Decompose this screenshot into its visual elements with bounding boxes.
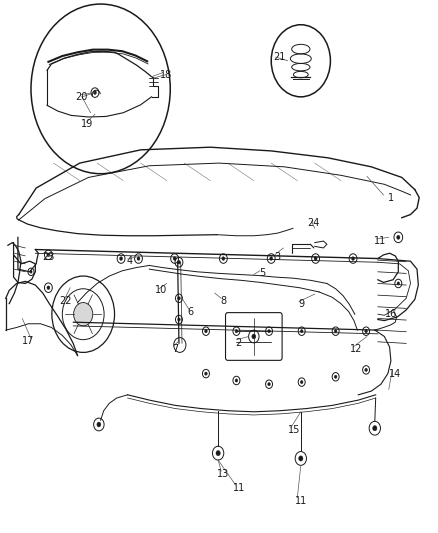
Circle shape xyxy=(365,329,367,333)
Circle shape xyxy=(216,450,220,456)
Text: 15: 15 xyxy=(288,425,300,435)
Circle shape xyxy=(268,383,270,386)
Circle shape xyxy=(205,329,207,333)
Circle shape xyxy=(93,91,96,94)
Text: 10: 10 xyxy=(155,285,168,295)
Circle shape xyxy=(397,236,400,239)
Text: 24: 24 xyxy=(307,218,320,228)
Circle shape xyxy=(334,329,337,333)
Text: 14: 14 xyxy=(389,369,401,378)
Text: 5: 5 xyxy=(259,268,266,278)
Text: 22: 22 xyxy=(60,296,72,306)
Circle shape xyxy=(235,329,238,333)
Circle shape xyxy=(365,368,367,372)
Circle shape xyxy=(47,253,50,257)
Text: 6: 6 xyxy=(187,306,194,317)
Text: 1: 1 xyxy=(388,192,394,203)
Circle shape xyxy=(178,297,180,300)
Circle shape xyxy=(177,261,180,264)
Circle shape xyxy=(373,425,377,431)
Text: 7: 7 xyxy=(172,344,179,354)
Text: 11: 11 xyxy=(295,496,307,506)
Text: 20: 20 xyxy=(76,92,88,102)
Circle shape xyxy=(300,381,303,384)
Circle shape xyxy=(252,334,256,339)
Circle shape xyxy=(137,257,140,260)
Text: 16: 16 xyxy=(385,309,397,319)
Text: 23: 23 xyxy=(42,252,55,262)
Circle shape xyxy=(352,257,354,260)
Text: 18: 18 xyxy=(160,70,172,79)
Text: 4: 4 xyxy=(127,256,133,266)
Circle shape xyxy=(222,257,225,260)
Text: 8: 8 xyxy=(220,296,226,306)
Text: 17: 17 xyxy=(22,336,35,346)
Text: 11: 11 xyxy=(233,483,245,493)
Circle shape xyxy=(334,375,337,378)
Circle shape xyxy=(30,270,32,273)
Circle shape xyxy=(47,286,50,289)
Text: 12: 12 xyxy=(350,344,362,354)
Text: 21: 21 xyxy=(273,52,285,62)
Text: 9: 9 xyxy=(299,298,305,309)
Circle shape xyxy=(74,303,93,326)
Circle shape xyxy=(299,456,303,461)
Text: 19: 19 xyxy=(81,119,94,130)
Text: 2: 2 xyxy=(236,338,242,349)
Circle shape xyxy=(235,379,238,382)
Circle shape xyxy=(268,329,270,333)
Text: 13: 13 xyxy=(217,470,230,479)
Circle shape xyxy=(397,282,399,285)
Circle shape xyxy=(97,422,101,427)
Text: 3: 3 xyxy=(275,252,281,262)
Text: 11: 11 xyxy=(374,236,386,246)
Circle shape xyxy=(178,318,180,321)
Circle shape xyxy=(300,329,303,333)
Circle shape xyxy=(173,257,176,260)
Circle shape xyxy=(120,257,123,260)
Circle shape xyxy=(205,372,207,375)
Circle shape xyxy=(270,257,273,260)
Circle shape xyxy=(314,257,317,260)
